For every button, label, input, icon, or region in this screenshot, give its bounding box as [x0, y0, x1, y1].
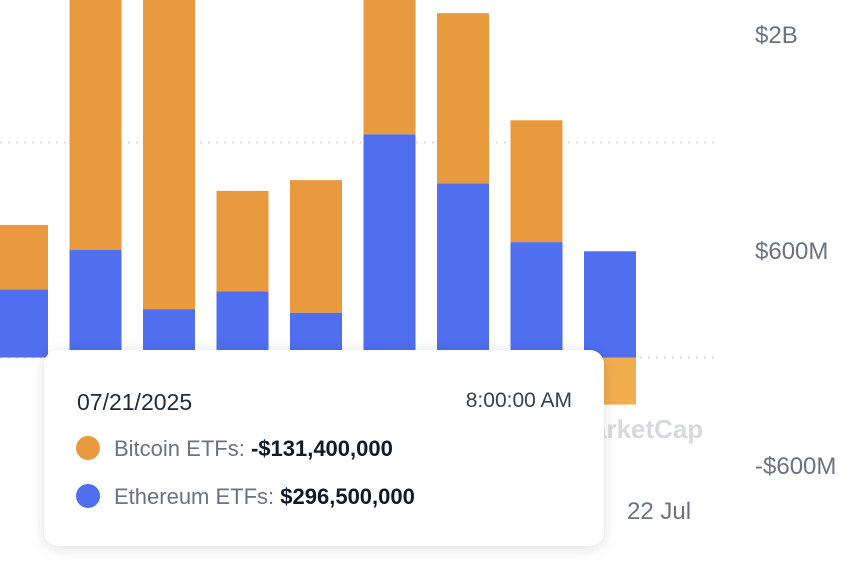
ethereum-bar-segment[interactable]: [584, 251, 636, 358]
bitcoin-series-dot: [76, 436, 100, 461]
bitcoin-bar-segment[interactable]: [437, 13, 489, 184]
tooltip-time: 8:00:00 AM: [465, 389, 572, 412]
tooltip-date: 07/21/2025: [77, 389, 193, 415]
tooltip-value: $296,500,000: [280, 484, 415, 509]
bitcoin-bar-segment[interactable]: [216, 190, 269, 292]
chart-tooltip: 07/21/2025 8:00:00 AM Bitcoin ETFs: -$13…: [44, 350, 604, 546]
ethereum-series-dot: [76, 484, 100, 509]
tooltip-label: Ethereum ETFs:: [114, 484, 275, 509]
ethereum-bar-segment[interactable]: [0, 289, 48, 358]
ethereum-bar-segment[interactable]: [437, 183, 489, 358]
ethereum-bar-segment[interactable]: [143, 309, 195, 358]
watermark-text: arketCap: [592, 414, 704, 444]
x-tick-label: 22 Jul: [627, 498, 692, 525]
tooltip-value: -$131,400,000: [250, 436, 393, 461]
bitcoin-bar-segment[interactable]: [0, 224, 48, 290]
y-tick-label: -$600M: [755, 453, 837, 480]
bitcoin-bar-segment[interactable]: [143, 0, 195, 310]
bitcoin-bar-segment[interactable]: [510, 120, 563, 243]
ethereum-bar-segment[interactable]: [510, 242, 563, 358]
tooltip-row-bitcoin: Bitcoin ETFs: -$131,400,000: [76, 436, 393, 462]
tooltip-label: Bitcoin ETFs:: [114, 436, 245, 461]
ethereum-bar-segment[interactable]: [69, 250, 122, 358]
bitcoin-bar-segment[interactable]: [290, 180, 342, 313]
y-tick-label: $2B: [755, 22, 798, 49]
bitcoin-bar-segment[interactable]: [69, 0, 122, 251]
tooltip-row-ethereum: Ethereum ETFs: $296,500,000: [76, 484, 415, 510]
ethereum-bar-segment[interactable]: [363, 134, 416, 358]
ethereum-bar-segment[interactable]: [216, 291, 269, 358]
bitcoin-bar-segment[interactable]: [363, 0, 416, 135]
y-tick-label: $600M: [755, 238, 829, 265]
